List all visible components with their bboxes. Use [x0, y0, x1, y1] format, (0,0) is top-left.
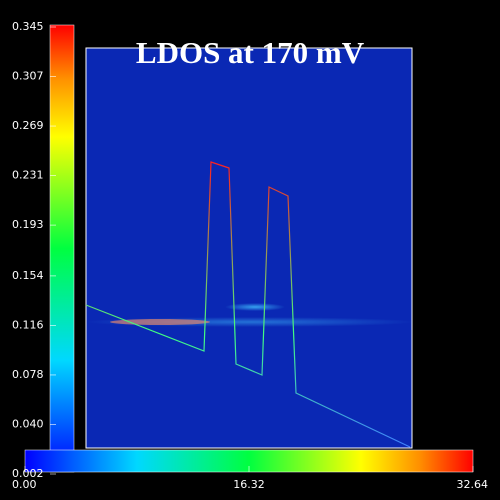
colorbar-tick-label: 0.00: [12, 478, 37, 491]
chart-title: LDOS at 170 mV: [136, 35, 365, 70]
ldos-spot: [225, 303, 285, 311]
colorbar-tick-label: 0.002: [12, 467, 44, 480]
colorbar-tick-label: 0.154: [12, 269, 44, 282]
heatmap: [85, 47, 415, 449]
colorbar-tick-label: 32.64: [457, 478, 489, 491]
colorbar-tick-label: 0.078: [12, 368, 44, 381]
colorbar-tick-label: 0.116: [12, 318, 44, 331]
colorbar-tick-label: 0.269: [12, 119, 44, 132]
colorbar-tick-label: 0.193: [12, 218, 44, 231]
heatmap-area: [85, 47, 413, 449]
potential-profile: [85, 161, 411, 448]
colorbar-tick-label: 16.32: [233, 478, 265, 491]
colorbar-tick-label: 0.231: [12, 169, 44, 182]
colorbar-tick-label: 0.345: [12, 20, 44, 33]
vertical-colorbar: [49, 24, 75, 473]
colorbar-tick-label: 0.307: [12, 70, 44, 83]
colorbar-tick-label: 0.040: [12, 417, 44, 430]
